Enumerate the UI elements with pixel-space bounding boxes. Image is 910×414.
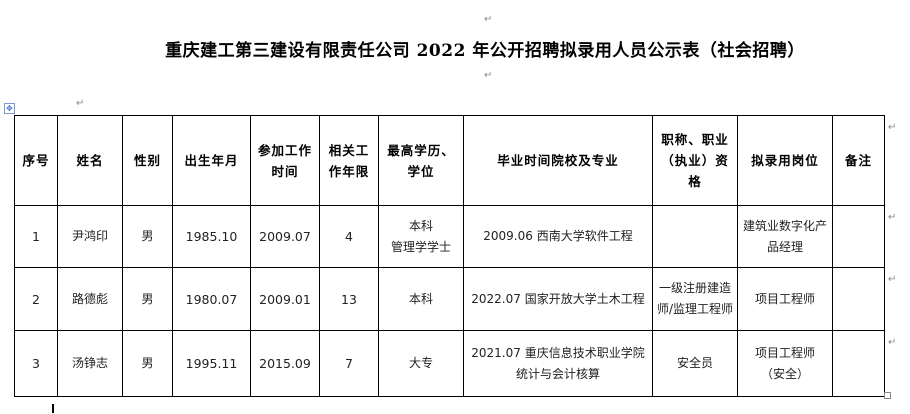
page-title: 重庆建工第三建设有限责任公司 2022 年公开招聘拟录用人员公示表（社会招聘） xyxy=(165,41,805,61)
cell-qualification: 安全员 xyxy=(652,330,738,397)
cell-work-start: 2009.01 xyxy=(250,267,320,331)
header-cell: 参加工作时间 xyxy=(250,115,320,206)
cell-work-start: 2015.09 xyxy=(250,330,320,397)
header-cell: 毕业时间院校及专业 xyxy=(463,115,653,206)
cell-gender: 男 xyxy=(122,205,173,268)
cell-index: 1 xyxy=(14,205,58,268)
paragraph-mark: ↵ xyxy=(484,70,493,81)
cell-qualification xyxy=(652,205,738,268)
cell-index: 2 xyxy=(14,267,58,331)
table-header-row: 序号 姓名 性别 出生年月 参加工作时间 相关工作年限 最高学历、学位 毕业时间… xyxy=(14,115,885,206)
cell-years: 13 xyxy=(319,267,379,331)
header-cell: 最高学历、学位 xyxy=(378,115,464,206)
cell-years: 7 xyxy=(319,330,379,397)
table-row: 3 汤铮志 男 1995.11 2015.09 7 大专 2021.07 重庆信… xyxy=(14,330,885,397)
table-row: 2 路德彪 男 1980.07 2009.01 13 本科 2022.07 国家… xyxy=(14,267,885,331)
recruitment-table: 序号 姓名 性别 出生年月 参加工作时间 相关工作年限 最高学历、学位 毕业时间… xyxy=(14,115,885,397)
text-cursor xyxy=(52,404,54,413)
cell-gender: 男 xyxy=(122,267,173,331)
cell-name: 汤铮志 xyxy=(57,330,123,397)
cell-qualification: 一级注册建造师/监理工程师 xyxy=(652,267,738,331)
cell-years: 4 xyxy=(319,205,379,268)
cell-index: 3 xyxy=(14,330,58,397)
cell-gender: 男 xyxy=(122,330,173,397)
cell-school: 2009.06 西南大学软件工程 xyxy=(463,205,653,268)
cell-education: 大专 xyxy=(378,330,464,397)
cell-remark xyxy=(832,205,885,268)
header-cell: 相关工作年限 xyxy=(319,115,379,206)
header-cell: 性别 xyxy=(122,115,173,206)
cell-name: 尹鸿印 xyxy=(57,205,123,268)
cell-education: 本科 xyxy=(378,267,464,331)
row-end-mark: ↵ xyxy=(888,274,897,285)
cell-education: 本科 管理学学士 xyxy=(378,205,464,268)
row-end-mark: ↵ xyxy=(888,122,897,133)
row-end-mark: ↵ xyxy=(888,212,897,223)
header-cell: 出生年月 xyxy=(172,115,251,206)
header-cell: 职称、职业（执业）资格 xyxy=(652,115,738,206)
cell-remark xyxy=(832,330,885,397)
cell-position: 项目工程师 xyxy=(737,267,833,331)
paragraph-mark: ↵ xyxy=(76,98,85,109)
paragraph-mark: ↵ xyxy=(484,14,493,25)
cell-position: 建筑业数字化产品经理 xyxy=(737,205,833,268)
header-cell: 备注 xyxy=(832,115,885,206)
cell-birth: 1995.11 xyxy=(172,330,251,397)
cell-name: 路德彪 xyxy=(57,267,123,331)
table-row: 1 尹鸿印 男 1985.10 2009.07 4 本科 管理学学士 2009.… xyxy=(14,205,885,268)
cell-birth: 1980.07 xyxy=(172,267,251,331)
header-cell: 拟录用岗位 xyxy=(737,115,833,206)
cell-birth: 1985.10 xyxy=(172,205,251,268)
cell-position: 项目工程师 （安全） xyxy=(737,330,833,397)
cell-remark xyxy=(832,267,885,331)
header-cell: 姓名 xyxy=(57,115,123,206)
cell-school: 2022.07 国家开放大学土木工程 xyxy=(463,267,653,331)
cell-school: 2021.07 重庆信息技术职业学院统计与会计核算 xyxy=(463,330,653,397)
table-move-handle[interactable]: ✥ xyxy=(4,103,15,114)
table-resize-handle[interactable] xyxy=(884,392,891,399)
row-end-mark: ↵ xyxy=(888,337,897,348)
cell-work-start: 2009.07 xyxy=(250,205,320,268)
header-cell: 序号 xyxy=(14,115,58,206)
